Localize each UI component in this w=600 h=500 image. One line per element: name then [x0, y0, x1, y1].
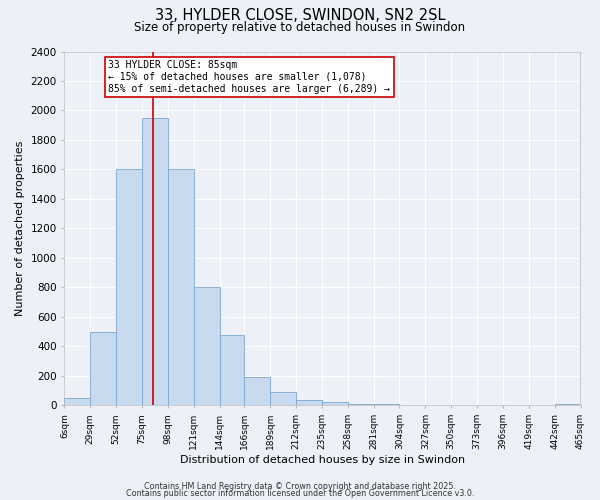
X-axis label: Distribution of detached houses by size in Swindon: Distribution of detached houses by size …: [180, 455, 465, 465]
Bar: [194, 288, 220, 406]
Text: Contains HM Land Registry data © Crown copyright and database right 2025.: Contains HM Land Registry data © Crown c…: [144, 482, 456, 491]
Bar: [244, 378, 270, 406]
Bar: [270, 392, 296, 406]
Bar: [374, 404, 400, 406]
Bar: [296, 400, 322, 406]
Bar: [322, 402, 348, 406]
Text: Size of property relative to detached houses in Swindon: Size of property relative to detached ho…: [134, 21, 466, 34]
Text: Contains public sector information licensed under the Open Government Licence v3: Contains public sector information licen…: [126, 488, 474, 498]
Bar: [168, 170, 194, 406]
Bar: [220, 334, 244, 406]
Bar: [142, 118, 168, 406]
Bar: [91, 332, 116, 406]
Bar: [348, 404, 374, 406]
Bar: [400, 404, 425, 406]
Bar: [64, 398, 91, 406]
Y-axis label: Number of detached properties: Number of detached properties: [15, 141, 25, 316]
Text: 33 HYLDER CLOSE: 85sqm
← 15% of detached houses are smaller (1,078)
85% of semi-: 33 HYLDER CLOSE: 85sqm ← 15% of detached…: [109, 60, 391, 94]
Bar: [554, 404, 580, 406]
Bar: [116, 170, 142, 406]
Text: 33, HYLDER CLOSE, SWINDON, SN2 2SL: 33, HYLDER CLOSE, SWINDON, SN2 2SL: [155, 8, 445, 22]
